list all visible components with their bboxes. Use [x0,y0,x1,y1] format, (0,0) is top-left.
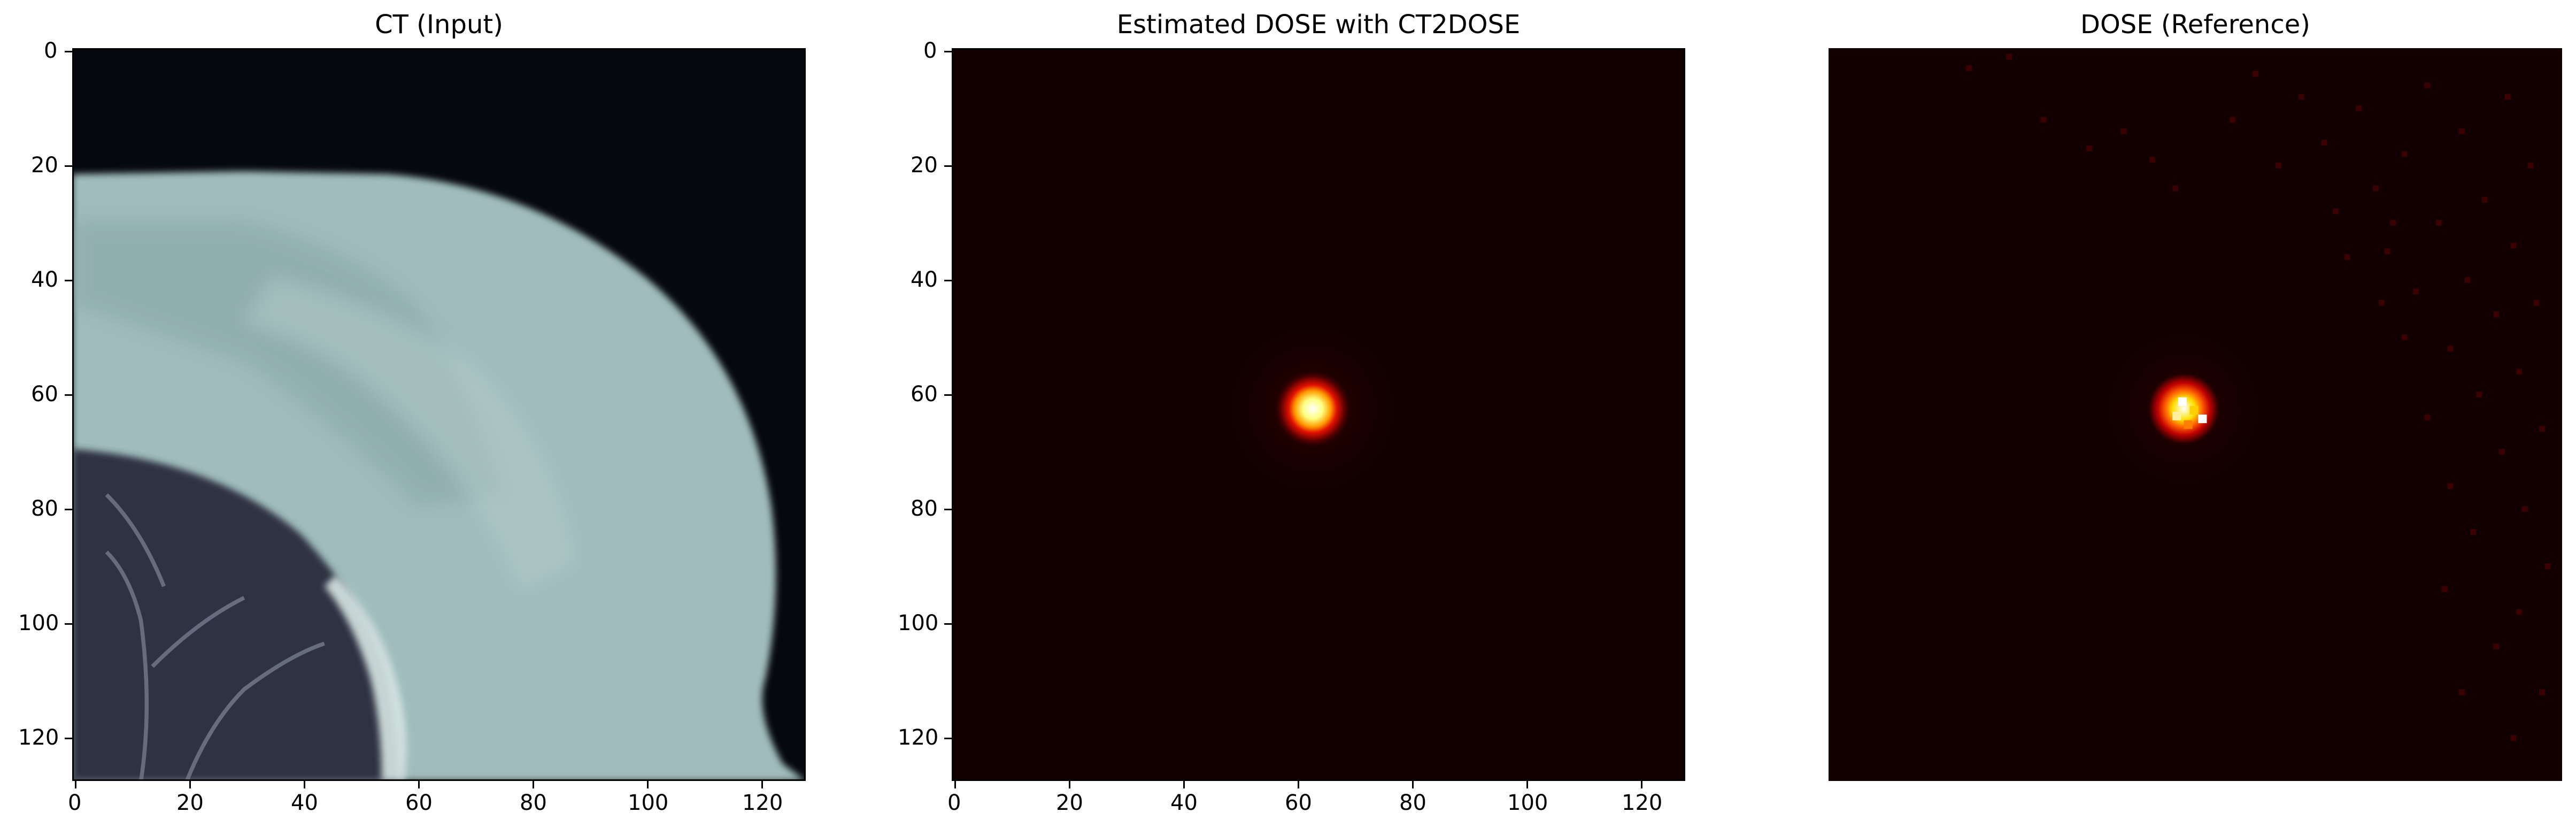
x-tick-label: 40 [1170,791,1198,815]
ct-lung-vessels [105,493,325,781]
y-tick-label: 80 [31,496,58,521]
y-tick [944,623,952,625]
y-tick-label: 80 [911,496,938,521]
dose-hotspot [1272,369,1353,449]
y-tick-label: 20 [31,153,58,178]
reference-dose-image [1829,48,2562,781]
chart-title: CT (Input) [375,10,503,40]
x-tick-label: 0 [947,791,961,815]
chart-title: Estimated DOSE with CT2DOSE [1116,10,1521,40]
ct-tissue-light [244,277,577,592]
x-tick [1298,781,1299,788]
x-tick-label: 20 [1056,791,1083,815]
y-tick-label: 100 [898,611,939,635]
x-tick-label: 120 [742,791,783,815]
x-tick [533,781,534,788]
ct-rib [324,574,407,781]
y-tick-label: 120 [18,725,59,750]
x-tick [1183,781,1185,788]
x-tick-label: 60 [405,791,433,815]
ct-image [72,48,806,781]
y-tick [65,51,72,52]
x-tick-label: 100 [1507,791,1548,815]
x-tick-label: 0 [68,791,82,815]
ct-image-svg [72,48,806,781]
reference-dose-svg [1829,48,2562,781]
y-tick-label: 60 [911,382,938,407]
x-tick [1412,781,1414,788]
y-tick [944,394,952,396]
dose-hotspot-pixels [2172,397,2207,429]
y-tick-label: 100 [18,611,59,635]
x-tick-label: 80 [1399,791,1426,815]
x-tick [75,781,76,788]
y-tick-label: 40 [911,267,938,292]
y-tick-label: 60 [31,382,58,407]
y-tick [65,280,72,281]
x-tick [304,781,305,788]
y-tick [944,509,952,510]
x-tick-label: 120 [1622,791,1663,815]
x-tick-label: 40 [291,791,318,815]
x-tick-label: 100 [628,791,669,815]
y-tick-label: 120 [898,725,939,750]
y-tick [944,738,952,739]
x-tick [189,781,191,788]
y-tick-label: 20 [911,153,938,178]
x-tick [761,781,763,788]
dose-noise-speckles [1966,53,2551,741]
chart-title: DOSE (Reference) [2080,10,2310,40]
x-tick [418,781,420,788]
y-tick [944,51,952,52]
y-tick [944,165,952,167]
x-tick-label: 80 [520,791,547,815]
x-tick [1069,781,1070,788]
ct-lung-region [72,449,399,781]
y-tick-label: 0 [923,39,937,63]
y-tick-label: 40 [31,267,58,292]
estimated-dose-svg [952,48,1685,781]
y-tick-label: 0 [44,39,58,63]
y-tick [65,165,72,167]
estimated-dose-image [952,48,1685,781]
x-tick [1526,781,1528,788]
y-tick [944,280,952,281]
y-tick [65,623,72,625]
y-tick [65,509,72,510]
dose-hotspot [2146,371,2222,446]
x-tick-label: 60 [1285,791,1312,815]
x-tick [647,781,649,788]
y-tick [65,738,72,739]
ct-tissue-dark [72,220,502,507]
x-tick-label: 20 [176,791,204,815]
x-tick [1641,781,1642,788]
y-tick [65,394,72,396]
x-tick [954,781,956,788]
